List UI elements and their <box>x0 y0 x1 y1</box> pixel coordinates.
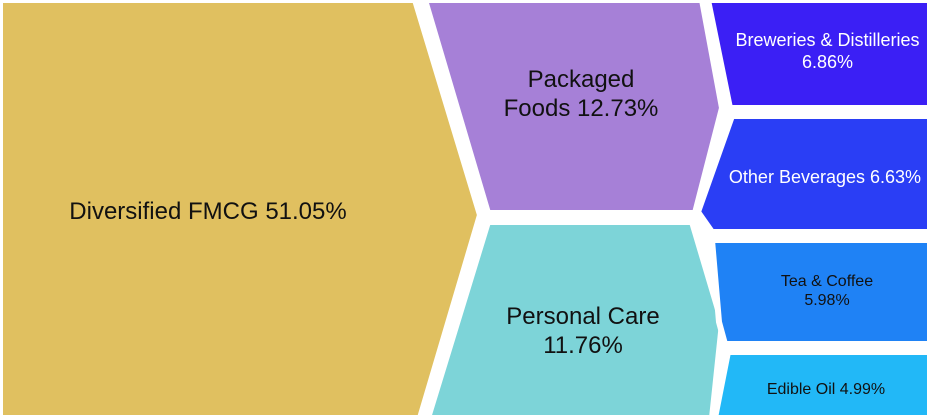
cell-label: Other Beverages 6.63% <box>720 138 930 218</box>
value-label: 51.05% <box>265 197 347 225</box>
category-name: Edible Oil <box>766 381 836 399</box>
cell <box>712 349 930 418</box>
category-name: Tea & Coffee <box>780 272 874 290</box>
label-text: Other Beverages 6.63% <box>729 167 921 189</box>
category-name: Personal Care <box>506 303 660 331</box>
label-box: Packaged Foods 12.73% <box>496 50 666 140</box>
cell <box>422 0 725 216</box>
category-name: Other Beverages <box>728 167 865 188</box>
cell-label: Diversified FMCG 51.05% <box>8 180 408 244</box>
cell <box>705 0 930 111</box>
category-name: Breweries & Distilleries <box>735 30 920 51</box>
cell-label: Edible Oil 4.99% <box>722 370 930 410</box>
cell <box>425 219 725 418</box>
label-text: Diversified FMCG 51.05% <box>69 198 346 227</box>
label-box: Diversified FMCG 51.05% <box>8 180 408 244</box>
label-text: Breweries & Distilleries 6.86% <box>730 30 925 73</box>
value-label: 4.99% <box>839 381 886 399</box>
label-box: Edible Oil 4.99% <box>722 370 930 410</box>
cell-label: Packaged Foods 12.73% <box>496 50 666 140</box>
label-box: Tea & Coffee 5.98% <box>757 255 897 327</box>
value-label: 12.73% <box>576 95 659 122</box>
value-label: 11.76% <box>543 332 623 359</box>
label-text: Edible Oil 4.99% <box>767 380 885 399</box>
cell <box>0 0 480 418</box>
label-box: Personal Care 11.76% <box>470 282 696 382</box>
category-name: Diversified FMCG <box>69 197 259 225</box>
value-label: 6.86% <box>801 52 854 72</box>
value-label: 5.98% <box>804 292 850 309</box>
label-text: Packaged Foods 12.73% <box>496 66 666 124</box>
value-label: 6.63% <box>870 167 922 188</box>
cell-label: Personal Care 11.76% <box>470 282 696 382</box>
category-name: Packaged Foods <box>503 66 635 122</box>
cell-label: Tea & Coffee 5.98% <box>757 255 897 327</box>
cell <box>709 237 930 347</box>
label-text: Personal Care 11.76% <box>470 303 696 361</box>
label-text: Tea & Coffee 5.98% <box>757 272 897 310</box>
label-box: Breweries & Distilleries 6.86% <box>730 12 925 92</box>
cell-label: Breweries & Distilleries 6.86% <box>730 12 925 92</box>
cell <box>695 113 930 235</box>
label-box: Other Beverages 6.63% <box>720 138 930 218</box>
